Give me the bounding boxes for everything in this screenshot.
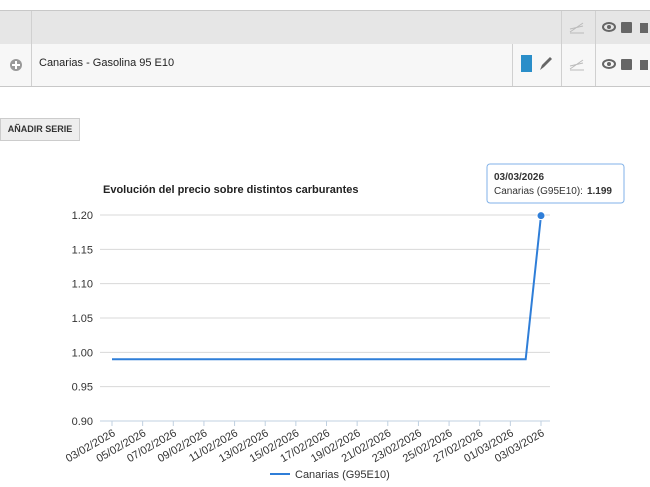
y-tick-label: 1.20 — [72, 210, 93, 222]
table-header — [0, 10, 650, 45]
y-tick-label: 0.90 — [72, 416, 93, 428]
color-swatch[interactable] — [521, 55, 532, 72]
y-tick-label: 1.10 — [72, 279, 93, 291]
tooltip-value: 1.199 — [587, 186, 612, 197]
divider — [595, 11, 596, 44]
divider — [31, 44, 32, 86]
y-tick-label: 1.00 — [72, 347, 93, 359]
divider — [512, 44, 513, 86]
chart-icon — [569, 22, 584, 34]
divider — [595, 44, 596, 86]
divider — [561, 11, 562, 44]
action-icons[interactable] — [602, 20, 648, 34]
chart-title: Evolución del precio sobre distintos car… — [103, 184, 359, 196]
tooltip: 03/03/2026 Canarias (G95E10): 1.199 — [486, 163, 625, 204]
hover-marker — [536, 211, 546, 221]
chart-icon[interactable] — [569, 57, 585, 71]
series-label: Canarias - Gasolina 95 E10 — [39, 57, 175, 69]
tooltip-date: 03/03/2026 — [494, 172, 544, 183]
tooltip-text: Canarias (G95E10): 1.199 — [494, 186, 612, 197]
y-tick-label: 1.05 — [72, 313, 93, 325]
edit-icon[interactable] — [538, 56, 552, 72]
tooltip-series: Canarias (G95E10): — [494, 186, 583, 197]
y-tick-label: 1.15 — [72, 244, 93, 256]
expand-icon[interactable] — [9, 58, 23, 72]
legend-label: Canarias (G95E10) — [295, 469, 390, 481]
y-tick-label: 0.95 — [72, 382, 93, 394]
action-icons[interactable] — [602, 57, 648, 71]
table-row: Canarias - Gasolina 95 E10 — [0, 44, 650, 87]
series-line — [112, 215, 542, 361]
divider — [561, 44, 562, 86]
add-series-button[interactable]: AÑADIR SERIE — [0, 118, 80, 141]
tooltip-box — [486, 163, 625, 204]
divider — [31, 11, 32, 44]
